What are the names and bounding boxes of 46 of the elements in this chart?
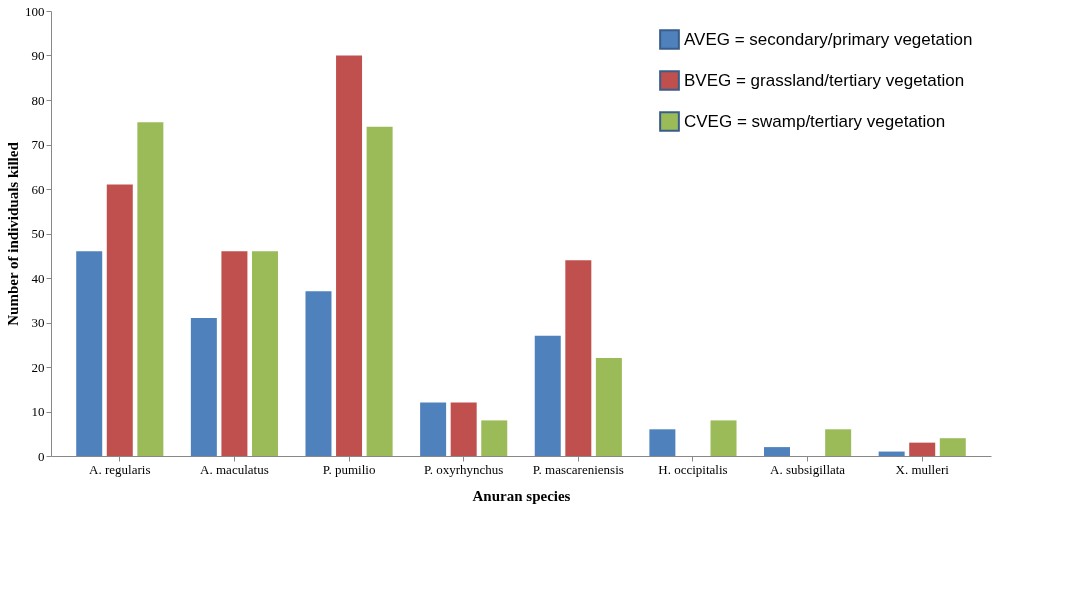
bar: [649, 429, 676, 456]
legend-label: AVEG = secondary/primary vegetation: [684, 29, 973, 49]
y-tick-label: 50: [31, 226, 45, 241]
x-tick-label: A. maculatus: [200, 461, 269, 477]
legend-label: BVEG = grassland/tertiary vegetation: [684, 70, 965, 90]
bar: [481, 420, 508, 456]
bar: [939, 438, 966, 456]
y-tick-label: 70: [31, 137, 45, 152]
bar: [595, 358, 622, 456]
bar: [450, 402, 477, 456]
x-tick-label: A. regularis: [89, 461, 151, 477]
y-tick-label: 10: [31, 404, 45, 419]
x-tick-label: A. subsigillata: [770, 461, 846, 477]
bar: [221, 251, 248, 456]
bar: [76, 251, 103, 456]
legend-label: CVEG = swamp/tertiary vegetation: [684, 111, 946, 131]
x-tick-label: H. occipitalis: [658, 461, 728, 477]
bar: [878, 451, 905, 456]
bar: [305, 291, 332, 456]
bar: [190, 318, 217, 456]
y-tick-label: 20: [31, 359, 45, 375]
bar: [710, 420, 737, 456]
y-tick-label: 80: [31, 92, 45, 108]
bar: [366, 126, 393, 456]
x-tick-label: P. pumilio: [322, 461, 376, 477]
bar: [909, 442, 936, 456]
bar: [565, 260, 592, 456]
bar: [106, 184, 133, 456]
x-tick-label: P. mascareniensis: [532, 461, 624, 477]
bar: [764, 447, 791, 456]
y-axis-title: Number of individuals killed: [5, 141, 21, 326]
y-tick-label: 100: [25, 3, 45, 19]
y-tick-label: 90: [31, 48, 45, 63]
y-tick-label: 60: [31, 181, 45, 197]
y-tick-label: 30: [31, 315, 45, 330]
bar: [534, 335, 561, 456]
bar: [251, 251, 278, 456]
bar: [137, 122, 164, 456]
bar: [336, 55, 363, 456]
bar: [825, 429, 852, 456]
x-tick-label: P. oxyrhynchus: [423, 461, 504, 477]
y-tick-label: 40: [31, 270, 45, 286]
bar: [420, 402, 447, 456]
y-tick-label: 0: [38, 448, 45, 464]
x-tick-label: X. mulleri: [895, 461, 950, 477]
x-axis-title: Anuran species: [472, 487, 571, 504]
